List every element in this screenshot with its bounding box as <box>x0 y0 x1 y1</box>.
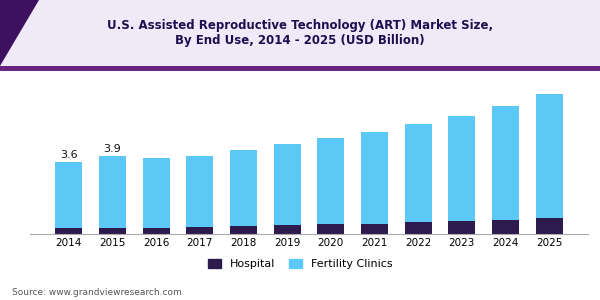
Bar <box>536 218 563 234</box>
Bar <box>448 221 475 234</box>
Bar <box>361 224 388 234</box>
Bar <box>55 162 82 228</box>
Bar <box>361 132 388 224</box>
Bar <box>99 228 126 234</box>
Bar <box>492 220 519 234</box>
Bar <box>274 225 301 234</box>
Legend: Hospital, Fertility Clinics: Hospital, Fertility Clinics <box>203 254 397 273</box>
Text: Source: www.grandviewresearch.com: Source: www.grandviewresearch.com <box>12 288 182 297</box>
Bar <box>230 226 257 234</box>
Bar <box>274 144 301 225</box>
Bar <box>187 227 214 234</box>
Text: 3.6: 3.6 <box>60 150 78 160</box>
Bar <box>143 158 170 228</box>
Bar <box>536 94 563 218</box>
Text: By End Use, 2014 - 2025 (USD Billion): By End Use, 2014 - 2025 (USD Billion) <box>175 34 425 47</box>
Bar <box>492 106 519 220</box>
Bar <box>404 222 431 234</box>
Text: 3.9: 3.9 <box>104 144 121 154</box>
Bar <box>230 150 257 226</box>
Bar <box>55 228 82 234</box>
Bar <box>187 156 214 227</box>
Bar <box>317 138 344 224</box>
Bar <box>143 228 170 234</box>
Bar <box>99 156 126 228</box>
Bar <box>317 224 344 234</box>
Bar <box>448 116 475 221</box>
Bar <box>404 124 431 222</box>
Text: U.S. Assisted Reproductive Technology (ART) Market Size,: U.S. Assisted Reproductive Technology (A… <box>107 19 493 32</box>
